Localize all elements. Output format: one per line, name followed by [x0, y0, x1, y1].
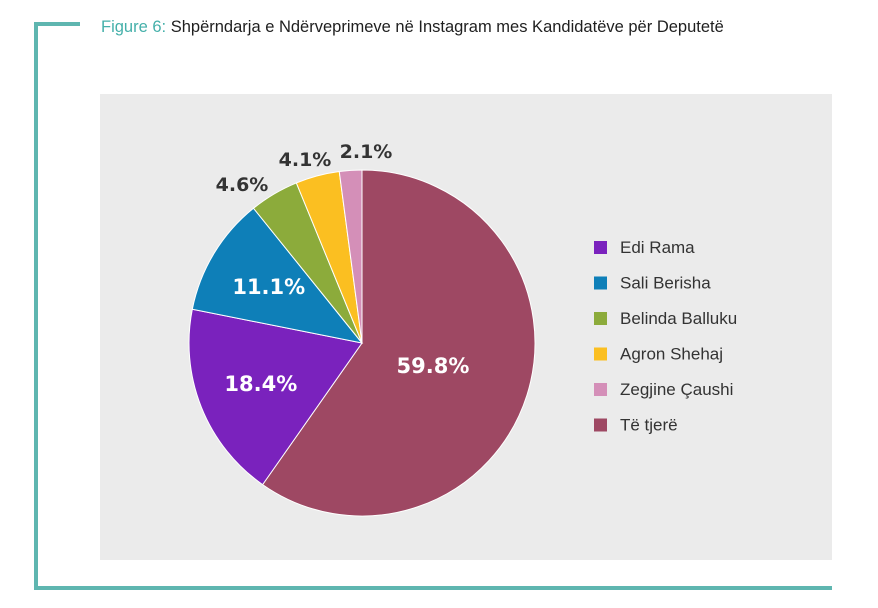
legend-label-sali-berisha: Sali Berisha	[620, 274, 711, 293]
figure-caption: Figure 6: Shpërndarja e Ndërveprimeve në…	[101, 14, 821, 41]
legend-swatch-sali-berisha	[594, 276, 607, 290]
figure-title: Shpërndarja e Ndërveprimeve në Instagram…	[170, 18, 724, 36]
legend-label-te-tjere: Të tjerë	[620, 416, 678, 435]
chart-legend: Edi Rama Sali Berisha Belinda Balluku Agron…	[594, 238, 737, 435]
legend-swatch-edi-rama	[594, 241, 607, 254]
legend-label-zegjine-caushi: Zegjine Çaushi	[620, 380, 733, 399]
pie-slice-zegjine-caushi	[338, 169, 363, 344]
frame-bottom-border	[34, 586, 832, 590]
legend-label-agron-shehaj: Agron Shehaj	[620, 345, 723, 364]
frame-top-border	[34, 22, 80, 26]
legend-label-belinda-balluku: Belinda Balluku	[620, 309, 737, 328]
chart-panel: 59.8% 18.4% 11.1% 4.6% 4.1% 2.1% Edi Rama Sali…	[100, 94, 832, 560]
pie-slice-sali-berisha	[191, 207, 364, 344]
pie-slice-te-tjere	[261, 169, 536, 517]
legend-swatch-agron-shehaj	[594, 347, 607, 361]
pie-slice-label-agron-shehaj: 4.1%	[279, 149, 332, 171]
pie-slice-labels: 59.8% 18.4% 11.1% 4.6% 4.1% 2.1%	[216, 141, 470, 396]
legend-swatch-belinda-balluku	[594, 312, 607, 325]
pie-slice-label-edi-rama: 18.4%	[224, 372, 297, 396]
legend-swatch-te-tjere	[594, 418, 607, 432]
pie-slice-label-zegjine-caushi: 2.1%	[340, 141, 393, 163]
legend-swatch-zegjine-caushi	[594, 383, 607, 396]
pie-slice-label-sali-berisha: 11.1%	[232, 275, 305, 299]
pie-chart: 59.8% 18.4% 11.1% 4.6% 4.1% 2.1% Edi Rama Sali…	[188, 141, 737, 517]
pie-slice-edi-rama	[188, 308, 363, 486]
pie-slices	[188, 169, 536, 517]
frame-left-border	[34, 22, 38, 590]
figure-number: Figure 6:	[101, 18, 167, 36]
pie-slice-label-belinda-balluku: 4.6%	[216, 174, 269, 196]
pie-slice-label-te-tjere: 59.8%	[397, 354, 470, 378]
legend-label-edi-rama: Edi Rama	[620, 238, 695, 257]
